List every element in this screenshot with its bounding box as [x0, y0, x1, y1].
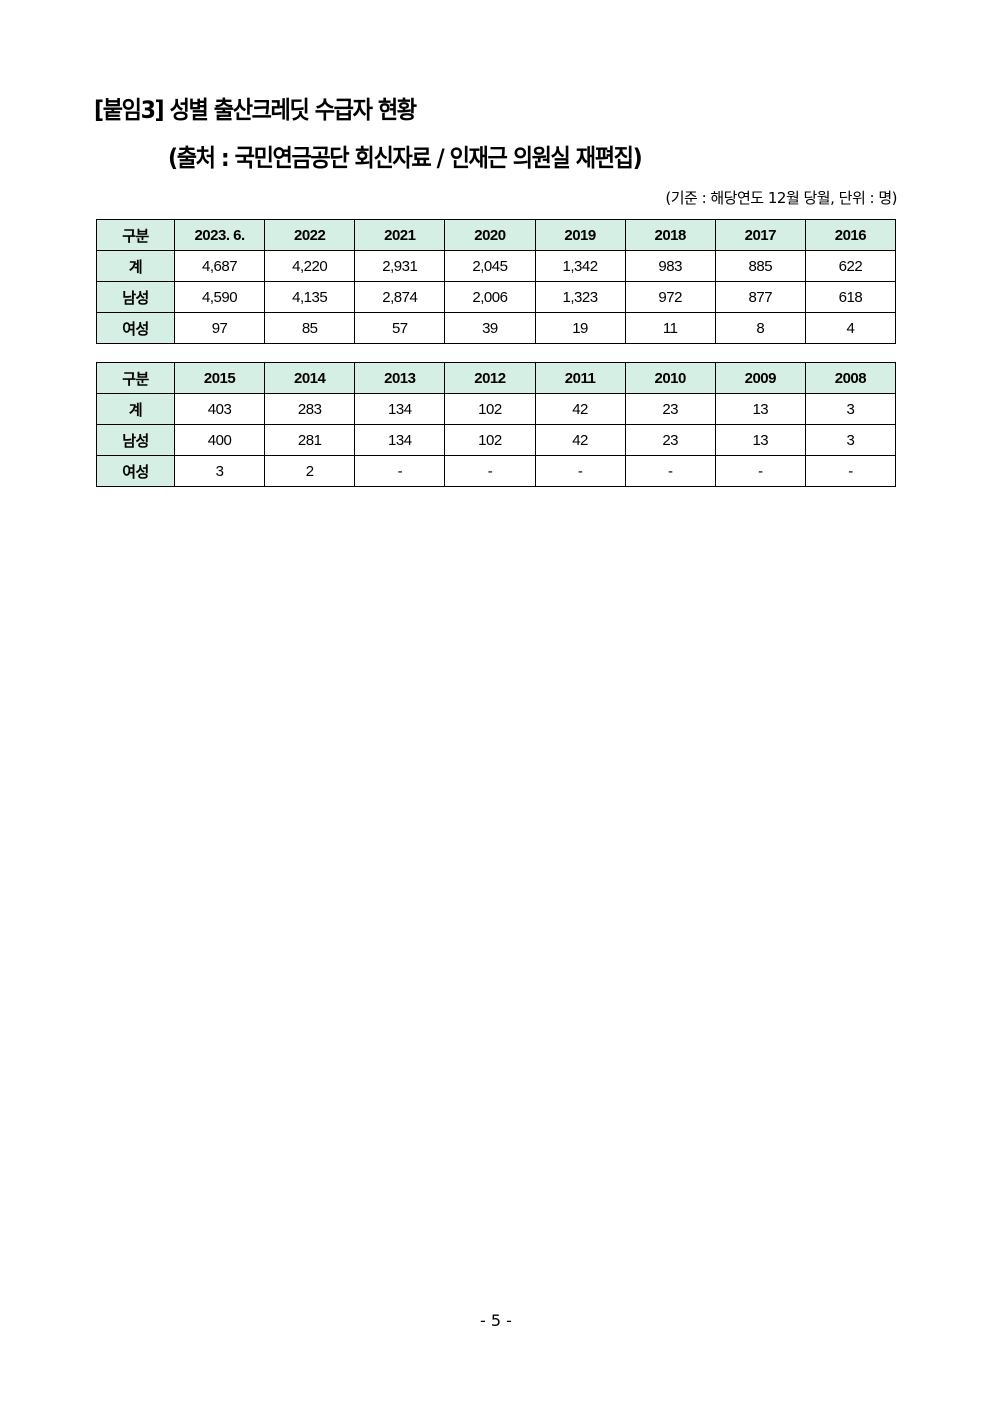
table-cell: 4,687	[173, 250, 266, 282]
row-label: 여성	[96, 312, 175, 344]
table-row: 계 403 283 134 102 42 23 13 3	[96, 393, 897, 425]
column-header: 구분	[96, 219, 175, 251]
table-cell: 2,931	[354, 250, 446, 282]
table-row: 남성 4,590 4,135 2,874 2,006 1,323 972 877 618	[96, 281, 897, 313]
table-cell: 283	[264, 393, 356, 425]
table-cell: 11	[624, 312, 716, 344]
table-row: 여성 97 85 57 39 19 11 8 4	[96, 312, 897, 344]
table-cell: -	[714, 455, 806, 487]
table-cell: 281	[264, 424, 356, 456]
table-cell: 403	[173, 393, 266, 425]
column-header: 2017	[714, 219, 806, 251]
document-title: [붙임3] 성별 출산크레딧 수급자 현황	[94, 96, 417, 124]
row-label: 남성	[96, 424, 175, 456]
column-header: 2011	[534, 362, 626, 394]
column-header: 2010	[624, 362, 716, 394]
header-row: 구분 2015 2014 2013 2012 2011 2010 2009 2008	[96, 362, 897, 394]
table-cell: 4,590	[173, 281, 266, 313]
table-cell: 97	[173, 312, 266, 344]
table-cell: 42	[534, 424, 626, 456]
column-header: 2021	[354, 219, 446, 251]
table-cell: 2,045	[444, 250, 536, 282]
column-header: 2012	[444, 362, 536, 394]
column-header: 2018	[624, 219, 716, 251]
table-cell: 1,342	[534, 250, 626, 282]
table-cell: 877	[714, 281, 806, 313]
table-cell: 13	[714, 424, 806, 456]
row-label: 여성	[96, 455, 175, 487]
source-subtitle: (출처 : 국민연금공단 회신자료 / 인재근 의원실 재편집)	[168, 144, 643, 172]
table-row: 남성 400 281 134 102 42 23 13 3	[96, 424, 897, 456]
row-label: 남성	[96, 281, 175, 313]
column-header: 구분	[96, 362, 175, 394]
table-cell: 885	[714, 250, 806, 282]
unit-note: (기준 : 해당연도 12월 당월, 단위 : 명)	[665, 189, 897, 207]
table-cell: 39	[444, 312, 536, 344]
table-cell: 4,135	[264, 281, 356, 313]
table-cell: 972	[624, 281, 716, 313]
table-cell: 2,006	[444, 281, 536, 313]
table-cell: -	[354, 455, 446, 487]
table-cell: 42	[534, 393, 626, 425]
column-header: 2016	[804, 219, 897, 251]
table-cell: 2	[264, 455, 356, 487]
page-number: - 5 -	[480, 1311, 512, 1330]
table-cell: 2,874	[354, 281, 446, 313]
table-cell: -	[444, 455, 536, 487]
column-header: 2009	[714, 362, 806, 394]
column-header: 2013	[354, 362, 446, 394]
table-cell: 19	[534, 312, 626, 344]
table-cell: 23	[624, 393, 716, 425]
table-cell: 134	[354, 424, 446, 456]
table-cell: 4	[804, 312, 897, 344]
column-header: 2019	[534, 219, 626, 251]
table-cell: 102	[444, 424, 536, 456]
table-cell: -	[624, 455, 716, 487]
table-cell: 13	[714, 393, 806, 425]
table-cell: 622	[804, 250, 897, 282]
column-header: 2020	[444, 219, 536, 251]
column-header: 2023. 6.	[173, 219, 266, 251]
table-cell: 8	[714, 312, 806, 344]
row-label: 계	[96, 393, 175, 425]
table-cell: 134	[354, 393, 446, 425]
header-row: 구분 2023. 6. 2022 2021 2020 2019 2018 2017 2016	[96, 219, 897, 251]
table-cell: 23	[624, 424, 716, 456]
table-cell: 983	[624, 250, 716, 282]
table-cell: 1,323	[534, 281, 626, 313]
table-cell: 85	[264, 312, 356, 344]
column-header: 2014	[264, 362, 356, 394]
table-cell: -	[534, 455, 626, 487]
table-row: 여성 3 2- - - - - -	[96, 455, 897, 487]
table-row: 계 4,687 4,220 2,931 2,045 1,342 983 885 622	[96, 250, 897, 282]
table-cell: 4,220	[264, 250, 356, 282]
column-header: 2015	[173, 362, 266, 394]
table-cell: 3	[173, 455, 266, 487]
table-cell: 102	[444, 393, 536, 425]
recipients-table-2015-2008: 구분 2015 2014 2013 2012 2011 2010 2009 2008 계 403 28…	[96, 362, 897, 487]
table-cell: -	[804, 455, 897, 487]
column-header: 2022	[264, 219, 356, 251]
table-cell: 618	[804, 281, 897, 313]
row-label: 계	[96, 250, 175, 282]
table-cell: 3	[804, 393, 897, 425]
table-cell: 3	[804, 424, 897, 456]
table-cell: 400	[173, 424, 266, 456]
recipients-table-2023-2016: 구분 2023. 6. 2022 2021 2020 2019 2018 2017 2016 계 4…	[96, 219, 897, 344]
table-cell: 57	[354, 312, 446, 344]
column-header: 2008	[804, 362, 897, 394]
